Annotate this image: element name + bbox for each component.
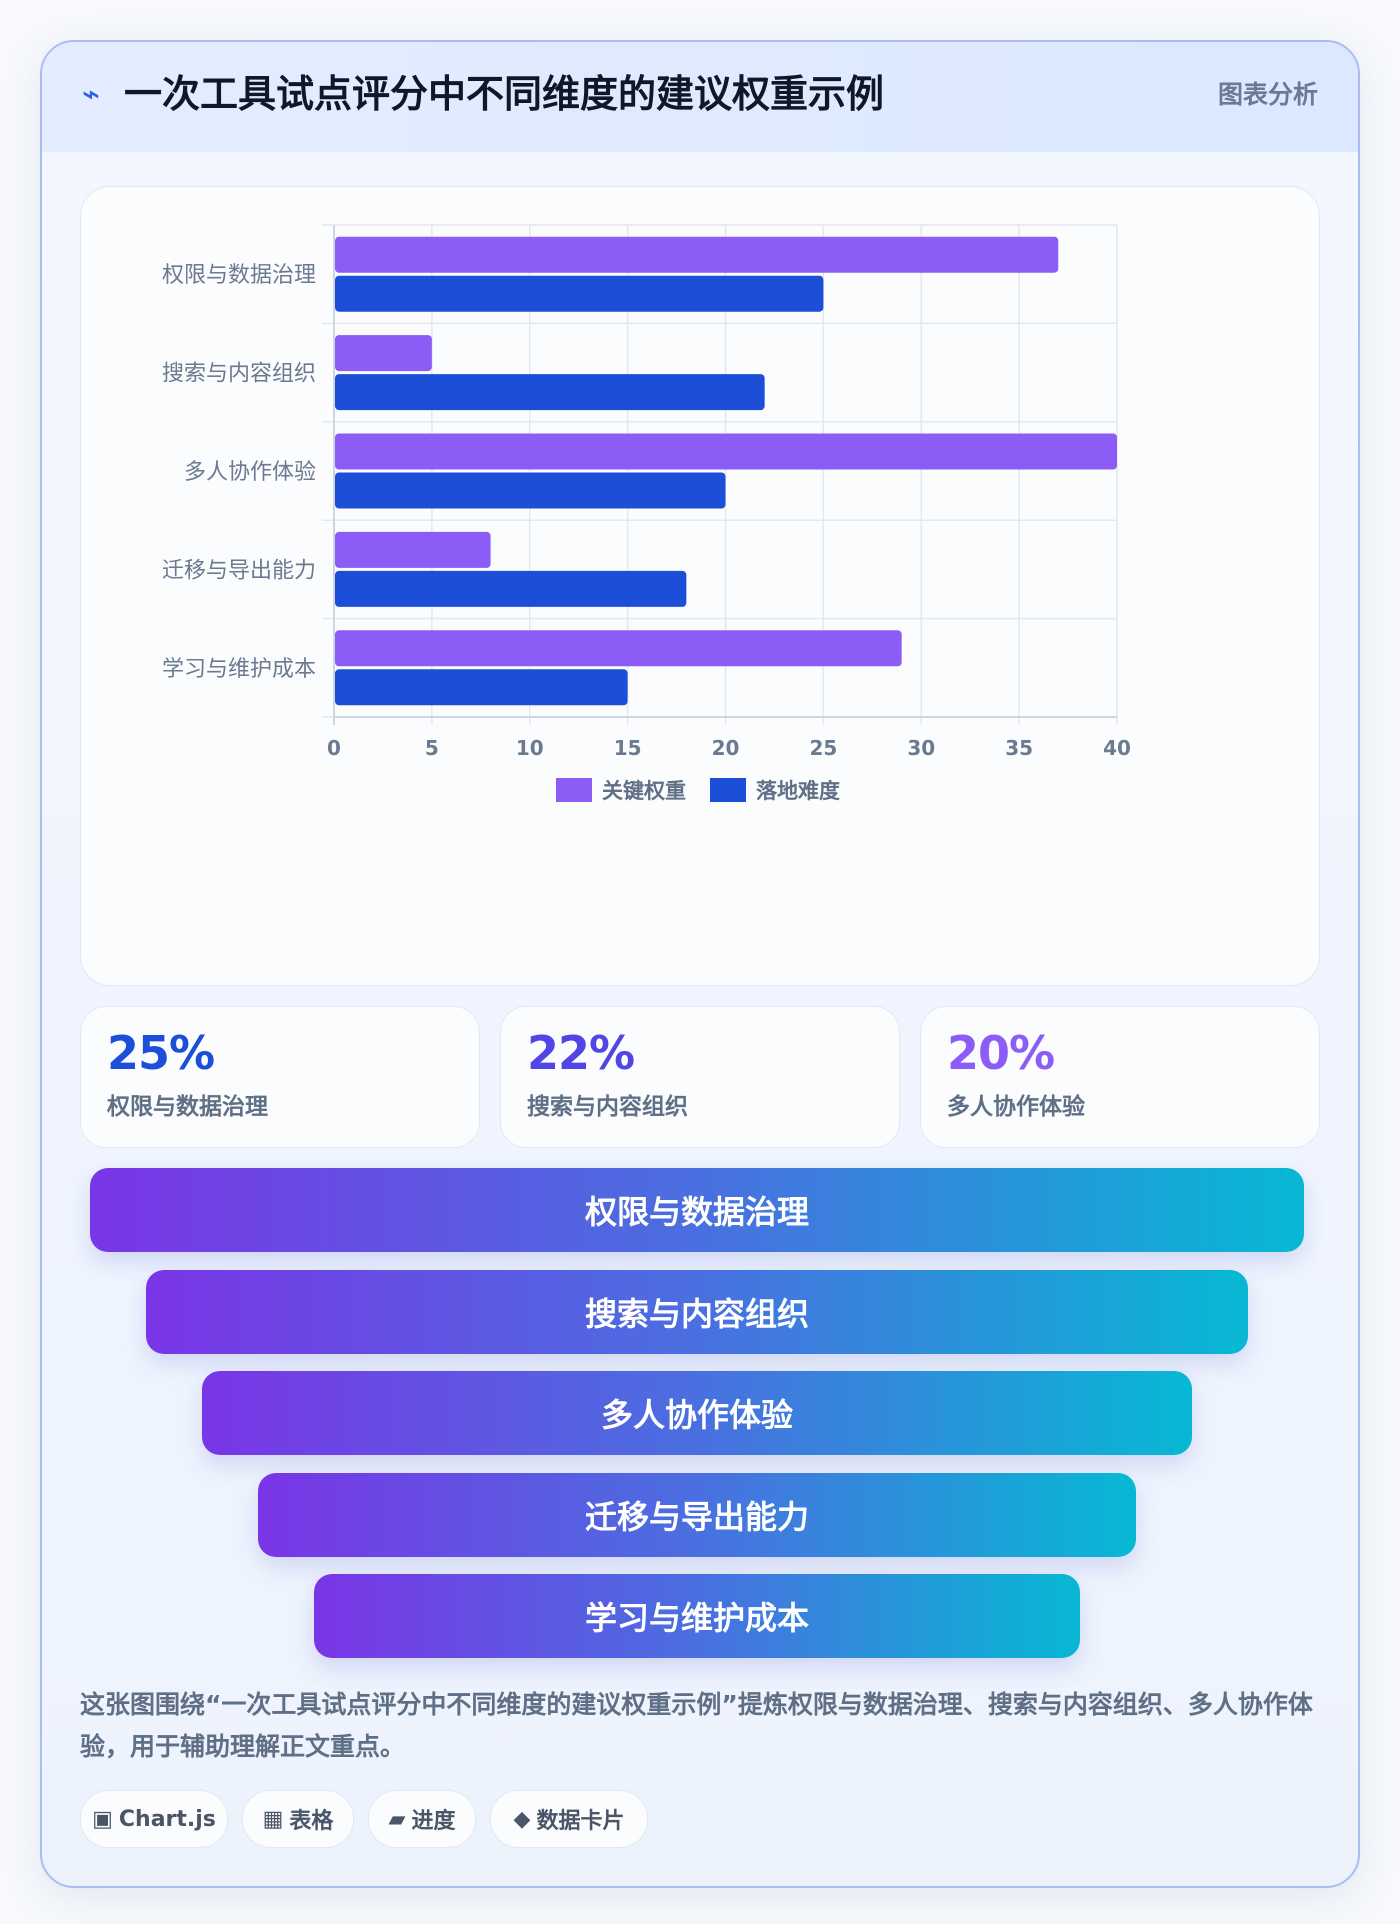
stat-value: 25% [107,1026,215,1080]
stat-card: 22% 搜索与内容组织 [500,1006,900,1148]
chip-data-card[interactable]: ◆ 数据卡片 [490,1790,648,1848]
bar [335,669,628,706]
x-tick-label: 20 [712,736,740,760]
bar [335,433,1117,470]
x-tick-label: 5 [425,736,439,760]
stat-value: 22% [527,1026,635,1080]
x-tick-label: 30 [907,736,935,760]
bar [335,630,902,667]
card-header: ⌁ 一次工具试点评分中不同维度的建议权重示例 图表分析 [42,42,1358,152]
diamond-icon: ◆ [513,1806,531,1832]
chip-chartjs[interactable]: ▣ Chart.js [80,1790,228,1848]
stat-label: 多人协作体验 [947,1094,1085,1120]
x-tick-label: 0 [327,736,341,760]
category-label: 搜索与内容组织 [162,362,316,387]
legend-label: 关键权重 [602,779,686,803]
chip-label: 表格 [289,1809,334,1834]
x-tick-label: 40 [1103,736,1131,760]
bar [335,472,726,509]
chip-label: Chart.js [118,1806,216,1832]
category-label: 学习与维护成本 [162,657,316,682]
category-label: 权限与数据治理 [162,263,316,288]
stat-card: 25% 权限与数据治理 [80,1006,480,1148]
lightning-icon: ⌁ [82,77,101,112]
category-label: 迁移与导出能力 [162,558,316,583]
chart-panel: 权限与数据治理 搜索与内容组织多人协作体验迁移与导出能力 学习与维护成本 0 5 10 1… [80,186,1320,986]
stat-label: 搜索与内容组织 [527,1094,688,1120]
funnel-step: 权限与数据治理 [90,1168,1304,1252]
progress-icon: ▰ [388,1806,406,1832]
funnel-step: 多人协作体验 [202,1371,1192,1455]
x-tick-label: 25 [809,736,837,760]
legend-swatch [556,778,592,802]
stat-card: 20% 多人协作体验 [920,1006,1320,1148]
funnel-step: 搜索与内容组织 [146,1270,1248,1354]
x-tick-label: 35 [1005,736,1033,760]
stat-value: 20% [947,1026,1055,1080]
category-tag: 图表分析 [1217,80,1318,109]
funnel-step: 学习与维护成本 [314,1574,1080,1658]
chart-card: ⌁ 一次工具试点评分中不同维度的建议权重示例 图表分析 权限与数据治理 搜索与内容… [40,40,1360,1888]
chip-table[interactable]: ▦ 表格 [242,1790,354,1848]
x-tick-label: 15 [614,736,642,760]
category-label: 多人协作体验 [184,460,316,485]
x-tick-label: 10 [516,736,544,760]
chart-icon: ▣ [92,1806,113,1832]
bar [335,335,432,372]
bar [335,275,824,312]
funnel-step: 迁移与导出能力 [258,1473,1136,1557]
bar [335,374,765,411]
bar [335,570,687,607]
bar [335,531,491,568]
page-title: 一次工具试点评分中不同维度的建议权重示例 [124,72,885,116]
legend-swatch [710,778,746,802]
chip-label: 进度 [411,1809,456,1834]
table-icon: ▦ [262,1806,284,1832]
chip-progress[interactable]: ▰ 进度 [368,1790,476,1848]
chip-label: 数据卡片 [536,1809,625,1834]
stat-label: 权限与数据治理 [107,1094,268,1120]
bar [335,236,1059,273]
chart-description: 这张图围绕“一次工具试点评分中不同维度的建议权重示例”提炼权限与数据治理、搜索与… [80,1690,1313,1761]
legend-label: 落地难度 [756,779,840,803]
